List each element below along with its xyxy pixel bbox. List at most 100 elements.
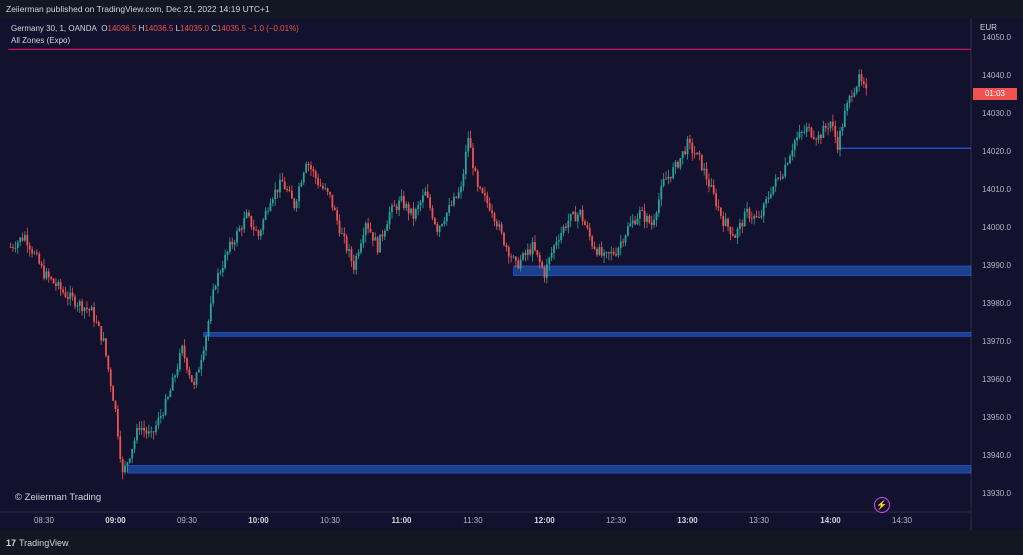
candle-body [438, 226, 441, 232]
candle-body [50, 276, 53, 279]
candle-body [786, 163, 789, 165]
candle-body [188, 369, 191, 376]
candle-body [398, 200, 401, 211]
candle-body [293, 198, 296, 209]
candle-body [515, 256, 517, 261]
candle-body [248, 212, 250, 216]
candle-body [569, 213, 572, 221]
candle-body [38, 253, 41, 264]
candle-body [510, 256, 513, 258]
time-tick-label: 14:00 [820, 516, 841, 525]
candle-body [317, 178, 319, 186]
candle-body [784, 164, 787, 177]
candle-body [193, 381, 196, 385]
candle-body [669, 176, 672, 179]
candle-body [703, 168, 706, 171]
candle-body [348, 249, 350, 251]
candle-body [524, 253, 527, 256]
candle-body [102, 338, 105, 341]
candle-body [305, 164, 308, 173]
price-tick-label: 13990.0 [982, 261, 1011, 270]
time-tick-label: 12:00 [534, 516, 555, 525]
candle-body [574, 211, 577, 222]
time-tick-label: 10:00 [248, 516, 269, 525]
candle-body [498, 224, 501, 227]
candle-body [355, 255, 358, 270]
price-tick-label: 13960.0 [982, 375, 1011, 384]
candle-body [183, 345, 186, 359]
candle-body [696, 152, 698, 155]
candle-body [648, 215, 651, 223]
candle-body [45, 271, 48, 279]
candle-body [424, 191, 427, 196]
candle-body [598, 247, 601, 255]
candle-body [767, 197, 770, 200]
candle-body [808, 126, 810, 128]
candle-body [391, 205, 393, 213]
candle-body [16, 242, 19, 249]
candle-body [488, 202, 491, 211]
candle-body [116, 408, 119, 437]
candle-body [705, 168, 708, 180]
author-watermark: © Zeiierman Trading [15, 492, 102, 503]
candle-body [138, 428, 141, 430]
candle-body [283, 181, 286, 190]
candle-body [607, 252, 610, 254]
candle-body [655, 212, 658, 220]
candle-body [433, 218, 436, 225]
candle-body [52, 278, 55, 284]
candle-body [324, 188, 327, 190]
tradingview-logo[interactable]: 17 TradingView [6, 538, 69, 548]
candle-body [410, 208, 412, 214]
candle-body [810, 127, 813, 138]
candle-body [755, 215, 758, 218]
candle-body [262, 219, 265, 231]
candle-body [14, 248, 17, 249]
candle-body [78, 301, 81, 306]
candle-body [281, 179, 284, 182]
candle-body [198, 369, 200, 373]
candle-body [469, 137, 472, 148]
candle-body [178, 353, 181, 370]
candle-body [545, 264, 548, 278]
candle-body [217, 272, 219, 286]
candle-body [841, 127, 844, 131]
candle-body [100, 326, 103, 341]
candle-body [481, 188, 484, 193]
candle-body [541, 262, 544, 268]
candle-body [233, 242, 236, 245]
candle-body [33, 252, 36, 254]
candle-body [491, 210, 493, 214]
candle-body [57, 282, 60, 287]
flash-icon[interactable]: ⚡ [874, 497, 890, 513]
indicator-label[interactable]: All Zones (Expo) [11, 36, 71, 45]
candle-body [739, 222, 741, 230]
candle-body [333, 207, 336, 211]
candle-body [152, 431, 155, 433]
candle-body [71, 292, 74, 297]
candle-body [407, 204, 410, 214]
candle-body [634, 220, 636, 225]
candle-body [653, 219, 656, 226]
candle-body [143, 427, 145, 431]
candle-body [55, 283, 57, 287]
candle-body [443, 221, 446, 225]
candle-body [319, 185, 322, 186]
candle-body [343, 233, 346, 237]
time-tick-label: 09:30 [176, 516, 198, 525]
candle-body [684, 151, 687, 155]
candle-body [677, 161, 679, 168]
candle-body [605, 252, 608, 253]
candle-body [610, 251, 613, 254]
candle-body [753, 215, 756, 219]
candle-body [362, 235, 365, 244]
candle-body [572, 211, 574, 214]
candle-body [455, 196, 458, 198]
low-value: 14035.0 [180, 24, 209, 33]
candle-body [584, 221, 586, 226]
candle-body [336, 210, 339, 221]
symbol-info: Germany 30, 1, OANDA [11, 24, 97, 33]
candle-body [550, 253, 553, 258]
candle-body [64, 292, 67, 298]
